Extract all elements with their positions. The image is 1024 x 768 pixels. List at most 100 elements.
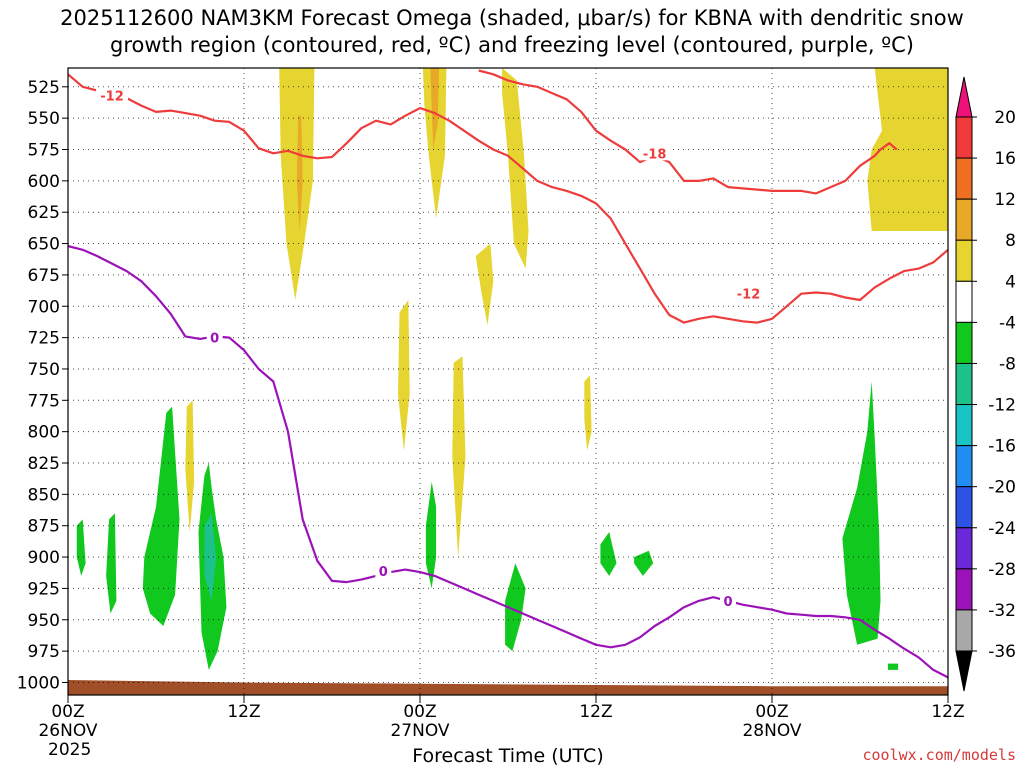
omega-region-2 — [422, 68, 447, 219]
colorbar-label: -8 — [999, 354, 1016, 374]
contour-label-3: -12 — [737, 288, 761, 303]
colorbar-bin-5 — [955, 321, 973, 364]
colorbar-bin-11 — [955, 568, 973, 611]
contour-label-bg-2 — [206, 329, 223, 345]
colorbar-label: -12 — [988, 396, 1016, 416]
colorbar-label: 20 — [994, 108, 1016, 128]
x-tick-year: 2025 — [48, 740, 91, 760]
y-tick-label: 550 — [28, 109, 60, 129]
omega-region-19 — [634, 550, 654, 576]
y-tick-label: 775 — [28, 391, 60, 411]
omega-region-1 — [296, 115, 303, 231]
x-tick-date: 27NOV — [390, 721, 449, 741]
colorbar-label: 8 — [1005, 231, 1016, 251]
omega-region-11 — [76, 519, 86, 576]
colorbar-label: -20 — [988, 478, 1016, 498]
omega-region-3 — [430, 68, 440, 150]
x-tick-label: 12Z — [227, 702, 260, 722]
colorbar-bin-6 — [955, 362, 973, 406]
contour-line-0 — [68, 73, 948, 324]
y-tick-label: 575 — [28, 141, 60, 161]
colorbar-label: -24 — [988, 519, 1016, 539]
omega-region-18 — [600, 532, 617, 576]
omega-region-6 — [398, 300, 410, 451]
colorbar-bin-12 — [955, 609, 973, 652]
x-tick-label: 00Z — [51, 702, 84, 722]
y-tick-label: 825 — [28, 454, 60, 474]
colorbar-label: -16 — [988, 437, 1016, 457]
x-tick-label: 12Z — [931, 702, 964, 722]
grid-lines — [67, 68, 949, 695]
x-tick-label: 00Z — [755, 702, 788, 722]
colorbar-bin-2 — [955, 198, 973, 241]
colorbar-bin-9 — [955, 486, 973, 529]
contour-labels: -12 -18 0 -12 0 0 — [96, 87, 765, 610]
omega-region-4 — [502, 68, 529, 269]
colorbar-top-arrow — [955, 76, 973, 118]
colorbar: 20 16 12 8 4 -4 -8 -12 -16 -20 -24 -28 -32 -36 — [955, 76, 1016, 692]
colorbar-label: -4 — [999, 313, 1016, 333]
colorbar-bin-0 — [955, 116, 973, 159]
colorbar-label: -28 — [988, 560, 1016, 580]
chart-title-line-1: 2025112600 NAM3KM Forecast Omega (shaded… — [60, 6, 964, 30]
credit-text: coolwx.com/models — [862, 746, 1016, 764]
colorbar-bottom-arrow — [955, 650, 973, 692]
omega-region-15 — [204, 513, 217, 601]
colorbar-bin-1 — [955, 157, 973, 200]
colorbar-bin-4 — [955, 280, 973, 323]
omega-region-8 — [584, 375, 592, 451]
colorbar-bin-7 — [955, 404, 973, 447]
colorbar-label: -32 — [988, 601, 1016, 621]
contour-label-bg-1 — [638, 145, 671, 161]
contour-label-2: 0 — [210, 332, 219, 347]
contour-label-bg-4 — [375, 562, 392, 578]
omega-shading — [76, 68, 948, 670]
omega-region-10 — [791, 68, 948, 231]
y-tick-label: 525 — [28, 78, 60, 98]
y-tick-label: 600 — [28, 172, 60, 192]
omega-region-7 — [452, 356, 466, 558]
x-tick-date: 26NOV — [38, 721, 97, 741]
y-tick-label: 900 — [28, 548, 60, 568]
contour-label-4: 0 — [379, 565, 388, 580]
omega-region-12 — [106, 513, 117, 614]
omega-region-5 — [475, 243, 494, 326]
contour-label-bg-3 — [732, 285, 765, 301]
x-axis-label: Forecast Time (UTC) — [412, 745, 603, 767]
omega-region-0 — [279, 68, 315, 300]
y-tick-label: 625 — [28, 203, 60, 223]
omega-region-17 — [505, 563, 526, 652]
x-tick-label: 12Z — [579, 702, 612, 722]
x-tick-label: 00Z — [403, 702, 436, 722]
y-tick-label: 750 — [28, 360, 60, 380]
y-tick-label: 975 — [28, 642, 60, 662]
omega-region-16 — [425, 481, 437, 589]
colorbar-label: 16 — [994, 149, 1016, 169]
chart-title-line-2: growth region (contoured, red, ºC) and f… — [110, 33, 914, 57]
colorbar-bin-10 — [955, 527, 973, 570]
y-tick-label: 925 — [28, 579, 60, 599]
contour-label-bg-0 — [96, 87, 128, 103]
omega-region-9 — [185, 400, 195, 532]
terrain-layer — [68, 680, 948, 695]
contour-label-5: 0 — [723, 595, 732, 610]
contour-line-1 — [478, 69, 898, 195]
colorbar-label: 12 — [994, 190, 1016, 210]
y-tick-label: 700 — [28, 297, 60, 317]
contour-label-1: -18 — [643, 147, 667, 162]
colorbar-label: -36 — [988, 642, 1016, 662]
terrain-fill — [68, 680, 948, 695]
y-tick-label: 850 — [28, 485, 60, 505]
y-tick-label: 950 — [28, 611, 60, 631]
y-tick-label: 675 — [28, 266, 60, 286]
omega-region-21 — [887, 663, 899, 670]
y-tick-label: 725 — [28, 329, 60, 349]
y-tick-label: 875 — [28, 517, 60, 537]
contour-label-0: -12 — [100, 90, 124, 105]
y-tick-label: 800 — [28, 423, 60, 443]
y-axis: 525 550 575 600 625 650 675 700 725 750 775 800 825 8… — [17, 78, 68, 693]
colorbar-bin-8 — [955, 445, 973, 488]
contour-lines — [68, 69, 948, 679]
contour-label-bg-5 — [720, 592, 736, 608]
omega-region-20 — [842, 381, 881, 645]
